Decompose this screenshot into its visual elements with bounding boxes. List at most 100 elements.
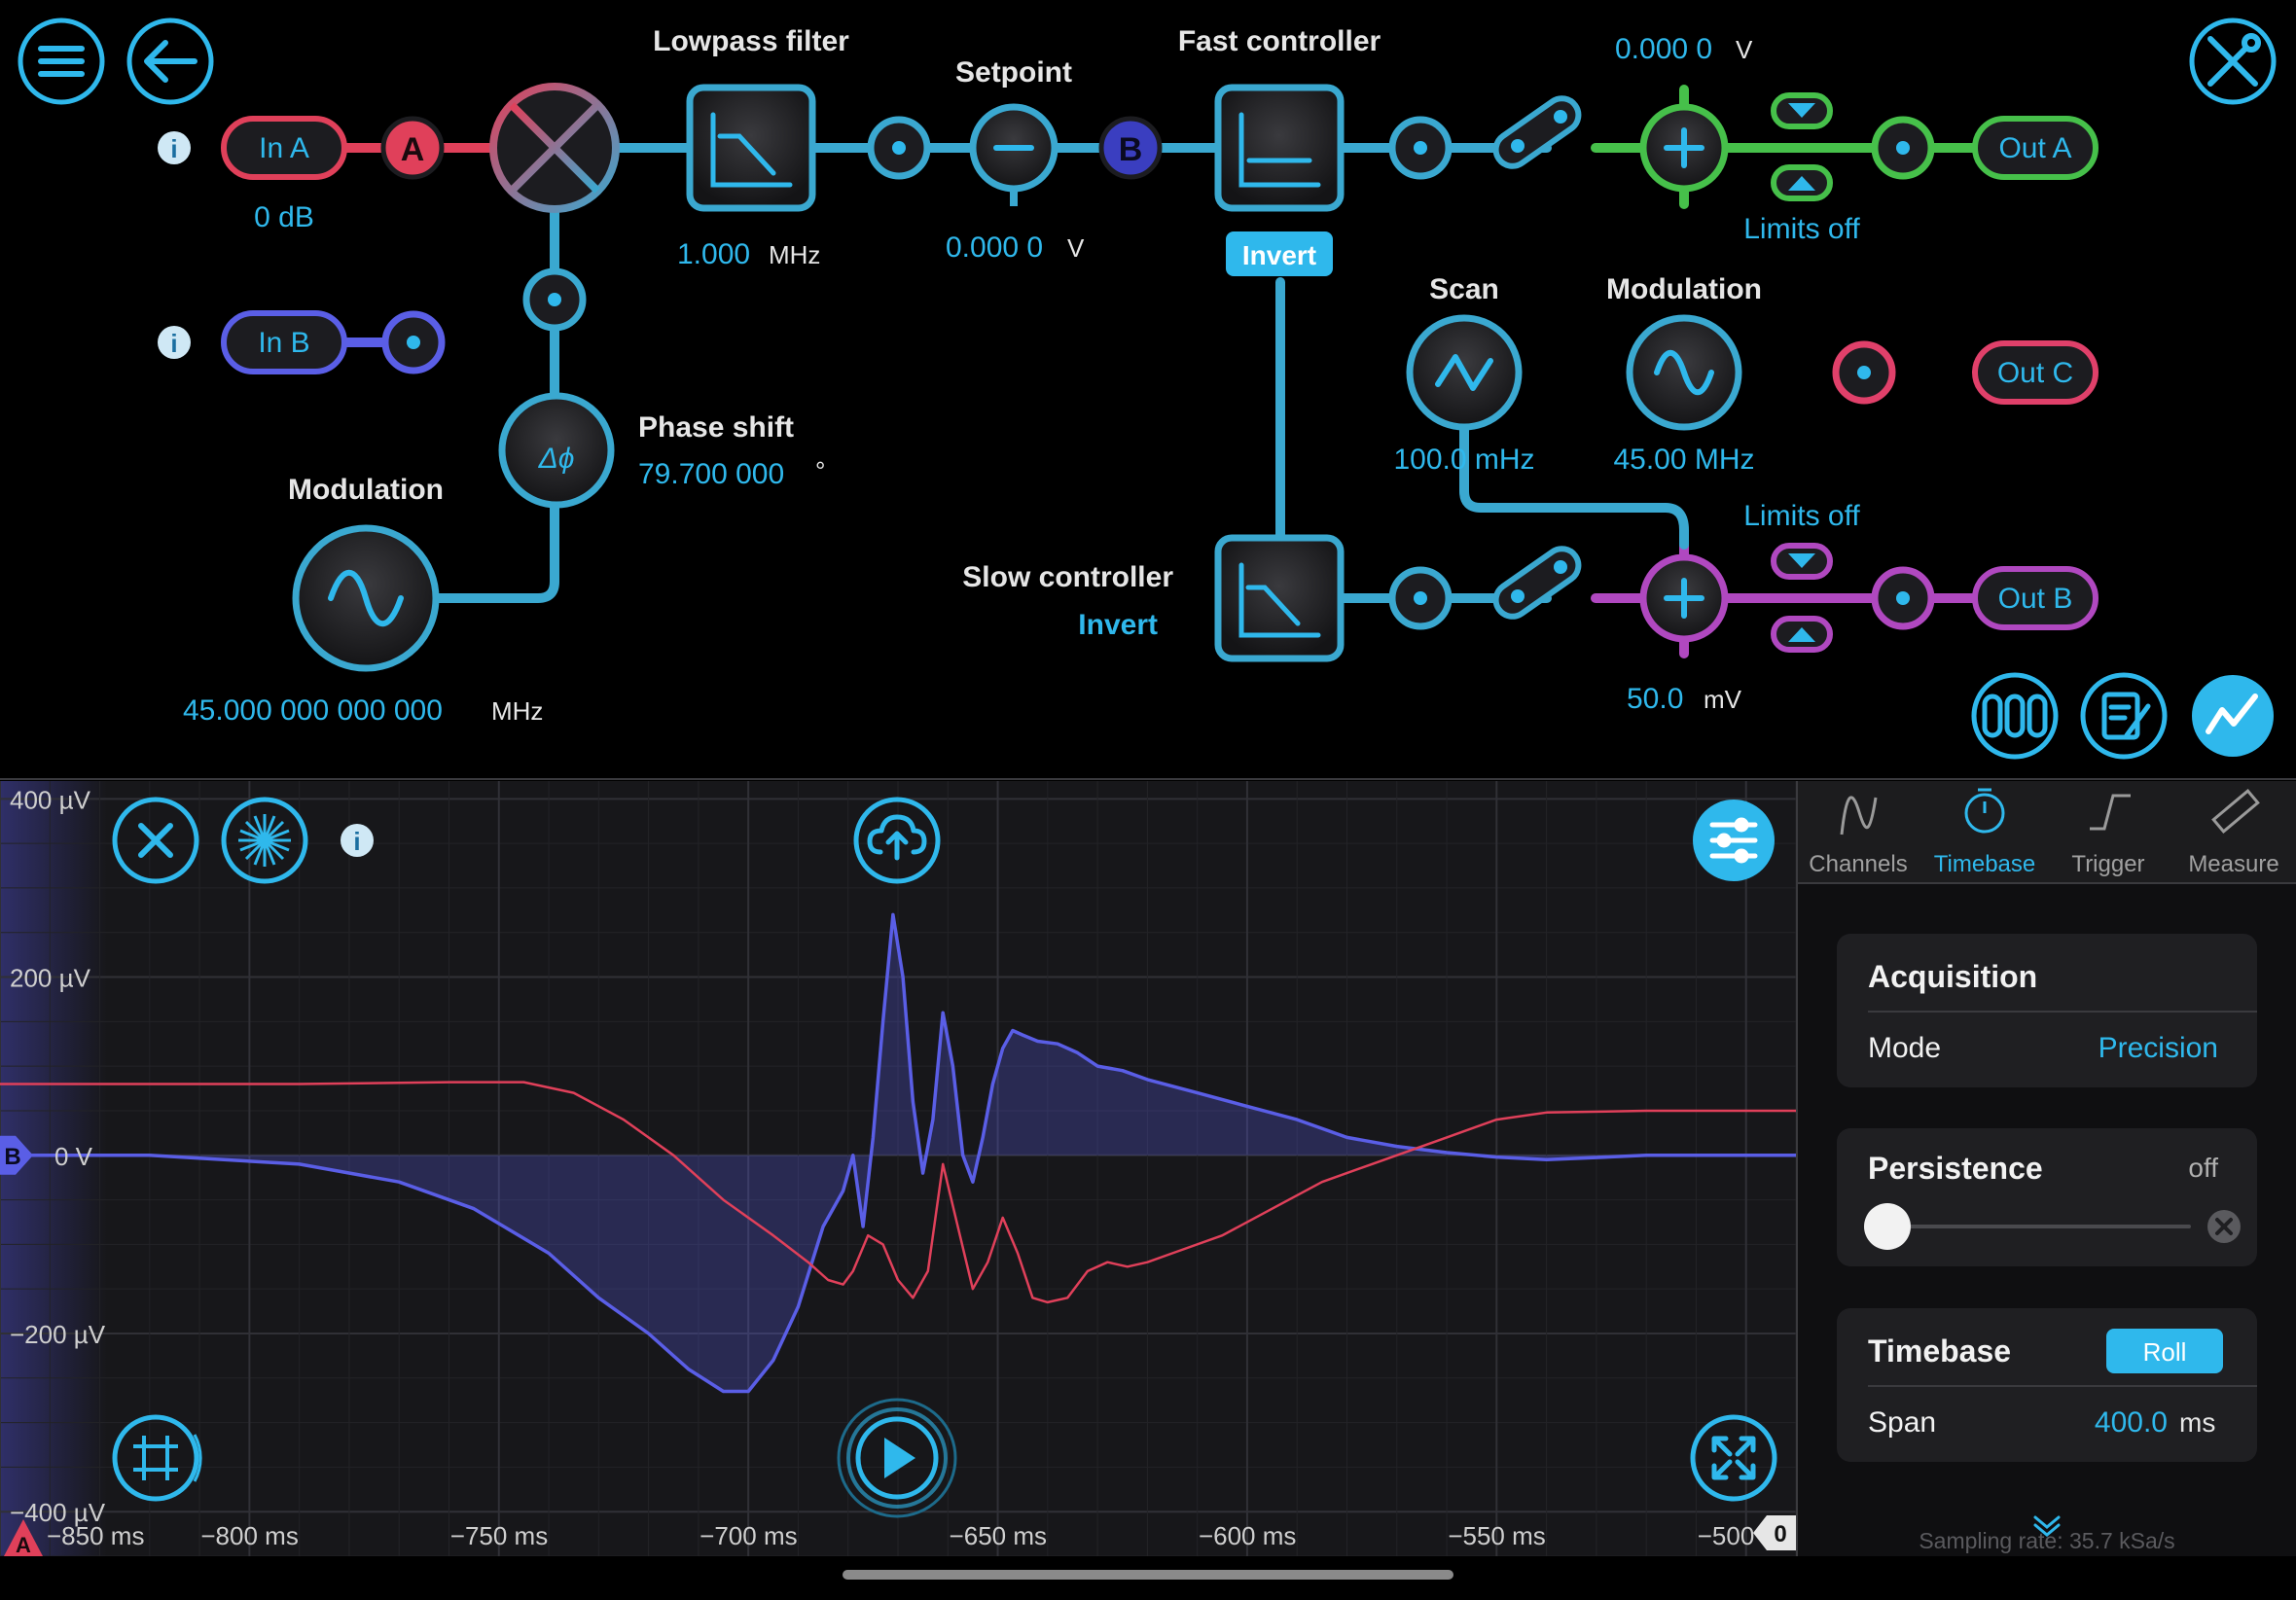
tab-channels[interactable]: Channels <box>1809 796 1908 877</box>
phase-shift-button[interactable]: Δϕ <box>498 392 615 509</box>
out-a-node[interactable] <box>1871 116 1935 180</box>
sampling-rate: Sampling rate: 35.7 kSa/s <box>1919 1528 2174 1553</box>
in-a-info-button[interactable]: i <box>158 131 191 164</box>
channel-a-badge-label: A <box>401 131 425 168</box>
channel-a-badge[interactable]: A <box>380 116 445 180</box>
roll-button[interactable]: Roll <box>2106 1329 2223 1373</box>
modulation-right-button[interactable] <box>1626 314 1742 431</box>
switch-a-toggle[interactable] <box>1489 92 1585 173</box>
slow-controller-button[interactable] <box>1214 534 1345 662</box>
fast-controller-button[interactable] <box>1214 84 1345 212</box>
tab-trigger-label: Trigger <box>2071 851 2144 877</box>
settings-tools-button[interactable] <box>2189 18 2277 105</box>
trigger-a-marker[interactable]: A <box>4 1519 43 1557</box>
modulation-right-title: Modulation <box>1606 273 1762 305</box>
menu-icon <box>38 46 85 77</box>
play-icon <box>884 1438 915 1478</box>
limit-a-upper-button[interactable] <box>1771 92 1833 129</box>
in-b-node[interactable] <box>381 310 446 374</box>
persistence-slider-thumb[interactable] <box>1864 1203 1911 1250</box>
limits-b-label[interactable]: Limits off <box>1743 500 1860 532</box>
trace-b-marker[interactable]: B <box>0 1135 33 1175</box>
channel-b-badge[interactable]: B <box>1098 116 1163 180</box>
menu-button[interactable] <box>18 18 105 105</box>
limit-b-lower-button[interactable] <box>1771 616 1833 653</box>
tab-timebase-label: Timebase <box>1934 851 2035 877</box>
scope-close-button[interactable] <box>112 797 199 884</box>
lowpass-icon <box>710 112 793 188</box>
timebase-title: Timebase <box>1868 1333 2011 1369</box>
scope-grid-button[interactable] <box>112 1414 202 1502</box>
phase-shift-value[interactable]: 79.700 000 <box>638 458 784 490</box>
trace-fill <box>0 914 1796 1392</box>
modulation-right-value[interactable]: 45.00 MHz <box>1613 444 1754 476</box>
in-a-button[interactable]: In A <box>221 116 347 180</box>
time-zero-marker[interactable]: 0 <box>1753 1515 1796 1550</box>
scan-value[interactable]: 100.0 mHz <box>1393 444 1534 476</box>
lowpass-filter-button[interactable] <box>686 84 816 212</box>
fast-output-node[interactable] <box>1388 116 1453 180</box>
mixer-node[interactable] <box>522 267 587 332</box>
fast-invert-button[interactable]: Invert <box>1226 231 1333 276</box>
in-a-label: In A <box>259 132 309 164</box>
in-b-info-button[interactable]: i <box>158 326 191 359</box>
scope-burst-button[interactable] <box>221 797 308 884</box>
out-c-button[interactable]: Out C <box>1972 340 2099 405</box>
controller-icon <box>1238 112 1321 188</box>
x-tick-label: −850 ms <box>47 1521 144 1550</box>
out-b-node[interactable] <box>1871 566 1935 630</box>
phase-shift-unit: ° <box>815 456 825 485</box>
limits-a-label[interactable]: Limits off <box>1743 213 1860 245</box>
offset-b-value[interactable]: 50.0 <box>1627 683 1683 715</box>
setpoint-button[interactable] <box>969 103 1058 206</box>
setpoint-value[interactable]: 0.000 0 <box>946 231 1043 264</box>
tab-channels-label: Channels <box>1809 851 1907 877</box>
info-icon: i <box>170 134 177 163</box>
expand-button[interactable] <box>1690 1414 1777 1502</box>
out-b-button[interactable]: Out B <box>1972 566 2099 630</box>
out-c-node[interactable] <box>1832 340 1896 405</box>
offset-a-value[interactable]: 0.000 0 <box>1615 33 1712 65</box>
x-tick-label: −700 ms <box>700 1521 797 1550</box>
counter-button[interactable] <box>1971 672 2059 760</box>
trace-b-marker-label: B <box>4 1144 20 1170</box>
lowpass-value[interactable]: 1.000 <box>677 238 750 270</box>
play-button[interactable] <box>837 1398 957 1518</box>
sum-b-button[interactable] <box>1639 553 1729 643</box>
counter-icon <box>1982 693 2048 738</box>
tab-measure[interactable]: Measure <box>2188 788 2279 877</box>
x-tick-label: −650 ms <box>950 1521 1047 1550</box>
slow-invert-toggle[interactable]: Invert <box>1078 609 1158 641</box>
limit-a-lower-button[interactable] <box>1771 164 1833 201</box>
persistence-clear-button[interactable] <box>2207 1210 2241 1243</box>
modulation-left-value[interactable]: 45.000 000 000 000 <box>183 694 443 727</box>
span-value[interactable]: 400.0 <box>2095 1406 2168 1439</box>
tools-icon <box>2207 33 2261 87</box>
out-a-button[interactable]: Out A <box>1972 116 2099 180</box>
offset-b-unit: mV <box>1704 685 1742 714</box>
cloud-upload-button[interactable] <box>853 797 941 884</box>
y-tick-label: −400 µV <box>10 1498 106 1527</box>
sum-a-button[interactable] <box>1639 103 1729 193</box>
sine-icon <box>328 569 404 627</box>
slow-output-node[interactable] <box>1388 566 1453 630</box>
timebase-card: Timebase Roll Span 400.0 ms <box>1837 1308 2257 1462</box>
mode-value[interactable]: Precision <box>2099 1032 2218 1064</box>
mixer-button[interactable] <box>489 83 620 213</box>
limit-b-upper-button[interactable] <box>1771 543 1833 580</box>
scope-settings-button[interactable] <box>1693 800 1775 881</box>
scan-button[interactable] <box>1406 314 1523 431</box>
scope-info-button[interactable]: i <box>341 824 374 857</box>
tab-timebase[interactable]: Timebase <box>1934 788 2035 877</box>
trigger-icon <box>2090 794 2131 831</box>
scope-toggle-button[interactable] <box>2192 675 2274 757</box>
tab-trigger[interactable]: Trigger <box>2071 794 2145 877</box>
modulation-left-button[interactable] <box>292 524 440 672</box>
switch-b-toggle[interactable] <box>1489 543 1585 623</box>
in-b-button[interactable]: In B <box>221 310 347 374</box>
lowpass-node[interactable] <box>867 116 931 180</box>
back-button[interactable] <box>126 18 214 105</box>
collapse-chevron-icon[interactable] <box>2033 1515 2061 1537</box>
notes-button[interactable] <box>2080 672 2168 760</box>
in-a-gain[interactable]: 0 dB <box>254 201 314 233</box>
